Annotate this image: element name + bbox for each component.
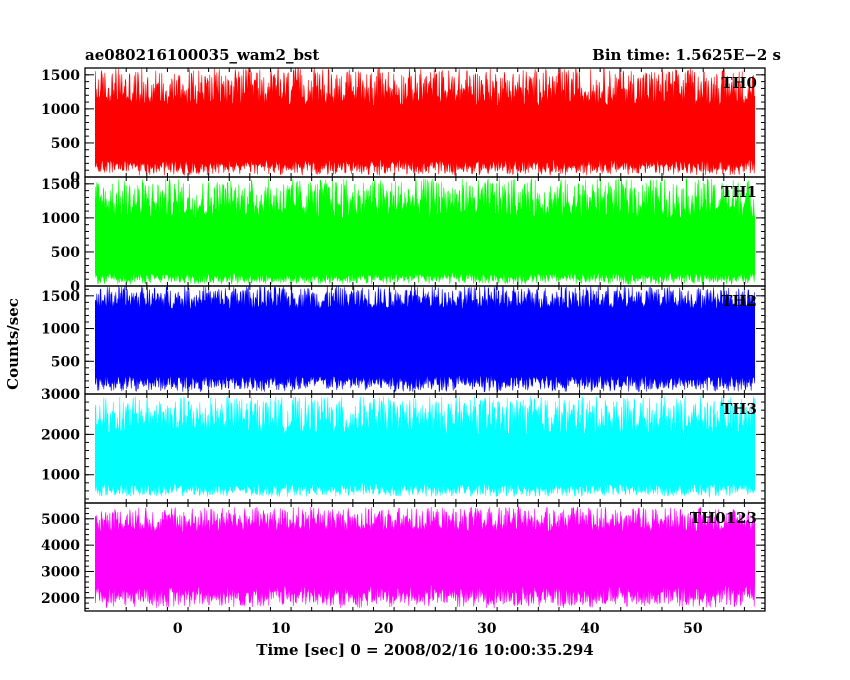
y-tick-label: 0 [70, 170, 80, 186]
observation-title: ae080216100035_wam2_bst [85, 46, 319, 64]
y-tick-label: 1500 [41, 68, 80, 84]
y-tick-label: 4000 [41, 538, 80, 554]
y-axis-label: Counts/sec [4, 298, 22, 390]
panel-frame [84, 502, 766, 612]
panel-label: TH0 [721, 74, 757, 92]
panel-label: TH3 [721, 400, 757, 418]
series-th3 [95, 396, 755, 498]
x-tick-label: 30 [477, 621, 497, 637]
y-tick-label: 500 [51, 136, 80, 152]
series-th0 [95, 67, 755, 176]
panel-th3: 1000 2000 3000 TH3 [41, 387, 766, 504]
series-th1 [95, 177, 755, 286]
x-axis: 0 10 20 30 40 50 [173, 621, 703, 637]
series-th0123 [95, 506, 755, 609]
y-tick-label: 3000 [41, 564, 80, 580]
y-tick-label: 1500 [41, 177, 80, 193]
y-tick-label: 1000 [41, 322, 80, 338]
y-tick-label: 500 [51, 245, 80, 261]
x-tick-label: 50 [683, 621, 703, 637]
x-axis-label: Time [sec] 0 = 2008/02/16 10:00:35.294 [256, 641, 593, 659]
panel-label: TH0123 [690, 509, 757, 527]
panel-label: TH2 [721, 292, 757, 310]
y-tick-label: 1000 [41, 102, 80, 118]
y-tick-label: 1000 [41, 468, 80, 484]
x-tick-label: 0 [173, 621, 183, 637]
y-tick-label: 3000 [41, 387, 80, 403]
y-tick-label: 1500 [41, 289, 80, 305]
y-tick-label: 0 [70, 279, 80, 295]
y-tick-label: 1000 [41, 211, 80, 227]
panel-th0123: 2000 3000 4000 5000 TH0123 [41, 502, 766, 612]
panel-th2: 0 500 1000 1500 TH2 [41, 285, 766, 403]
x-tick-label: 40 [580, 621, 600, 637]
y-tick-label: 2000 [41, 427, 80, 443]
series-th2 [95, 285, 755, 393]
y-tick-label: 0 [70, 387, 80, 403]
y-tick-label: 500 [51, 354, 80, 370]
panel-th0: 0 500 1000 1500 TH0 [41, 67, 766, 186]
panel-th1: 0 500 1000 1500 TH1 [41, 176, 766, 295]
y-tick-label: 2000 [41, 591, 80, 607]
x-tick-label: 20 [374, 621, 394, 637]
x-tick-label: 10 [271, 621, 291, 637]
panel-stack: 0 500 1000 1500 TH0 0 500 1000 1500 TH1 0 500 1000 15… [41, 67, 766, 612]
y-tick-label: 5000 [41, 512, 80, 528]
panel-label: TH1 [721, 183, 757, 201]
bin-time-label: Bin time: 1.5625E−2 s [592, 46, 781, 64]
